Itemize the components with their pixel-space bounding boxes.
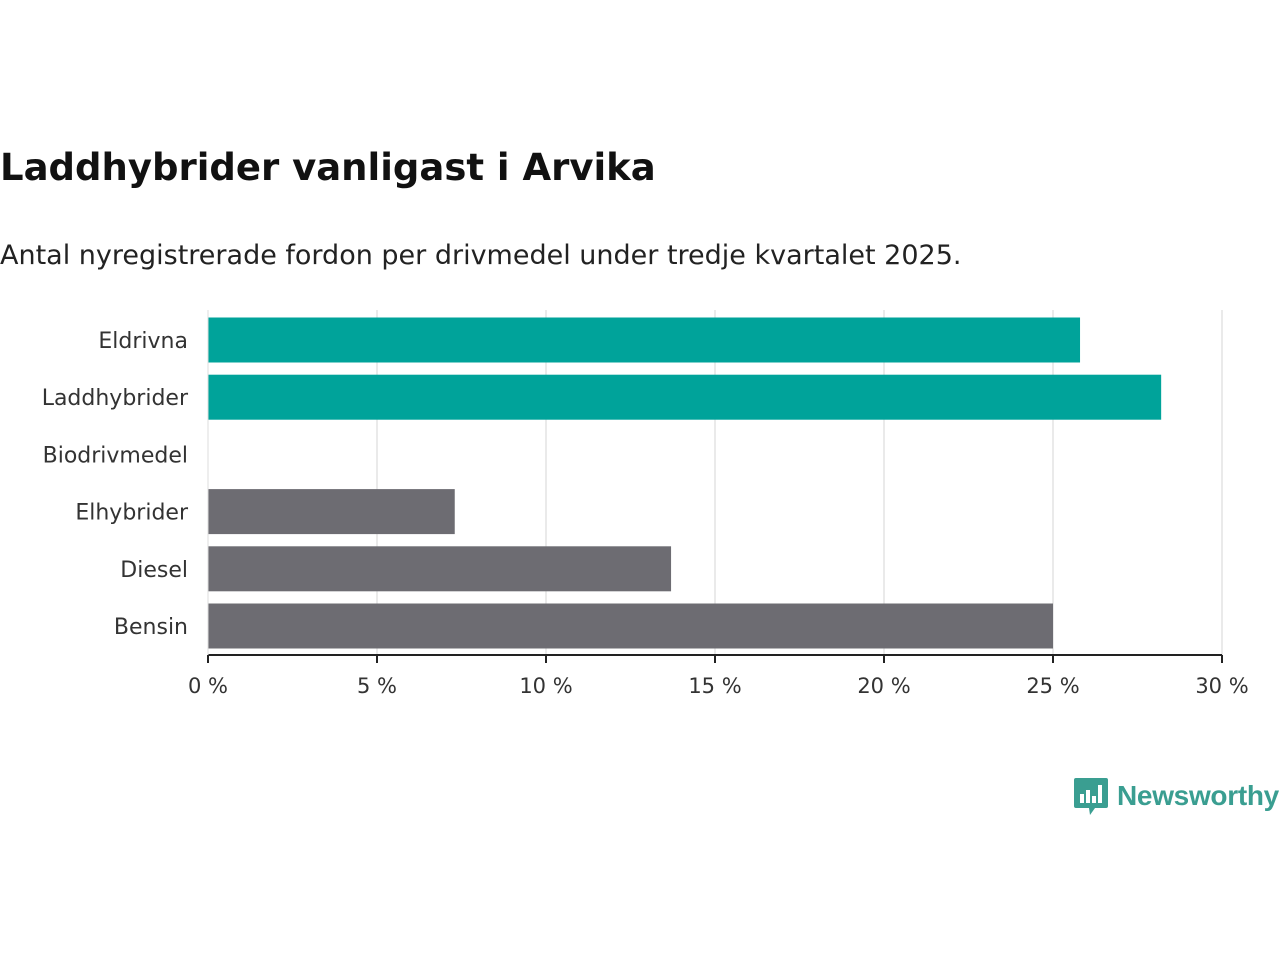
x-tick-label: 25 %	[1026, 674, 1079, 698]
newsworthy-logo-icon	[1074, 778, 1108, 815]
category-label: Elhybrider	[75, 501, 189, 526]
category-label: Laddhybrider	[42, 386, 189, 411]
chart-title: Laddhybrider vanligast i Arvika	[0, 146, 656, 189]
bar-eldrivna	[208, 317, 1081, 363]
gridlines	[376, 310, 1223, 655]
brand-logo: Newsworthy	[1073, 776, 1279, 816]
bars	[208, 317, 1162, 649]
chart-subtitle: Antal nyregistrerade fordon per drivmede…	[0, 240, 962, 271]
category-labels: Eldrivna Laddhybrider Biodrivmedel Elhybrid…	[42, 329, 189, 640]
x-tick-label: 20 %	[857, 674, 910, 698]
bar-laddhybrider	[208, 374, 1162, 420]
category-label: Biodrivmedel	[43, 443, 188, 468]
x-tick-label: 30 %	[1195, 674, 1248, 698]
x-tick-label: 5 %	[357, 674, 397, 698]
category-label: Eldrivna	[98, 329, 188, 354]
x-tick-label: 0 %	[188, 674, 228, 698]
category-label: Bensin	[114, 615, 188, 640]
bar-diesel	[208, 546, 672, 592]
bar-bensin	[208, 603, 1053, 649]
brand-name: Newsworthy	[1117, 780, 1279, 811]
x-tick-label: 10 %	[519, 674, 572, 698]
bar-chart: Eldrivna Laddhybrider Biodrivmedel Elhybrid…	[42, 310, 1249, 698]
bar-elhybrider	[208, 489, 455, 535]
x-tick-label: 15 %	[688, 674, 741, 698]
x-axis: 0 % 5 % 10 % 15 % 20 % 25 % 30 %	[188, 310, 1249, 698]
category-label: Diesel	[120, 558, 188, 583]
